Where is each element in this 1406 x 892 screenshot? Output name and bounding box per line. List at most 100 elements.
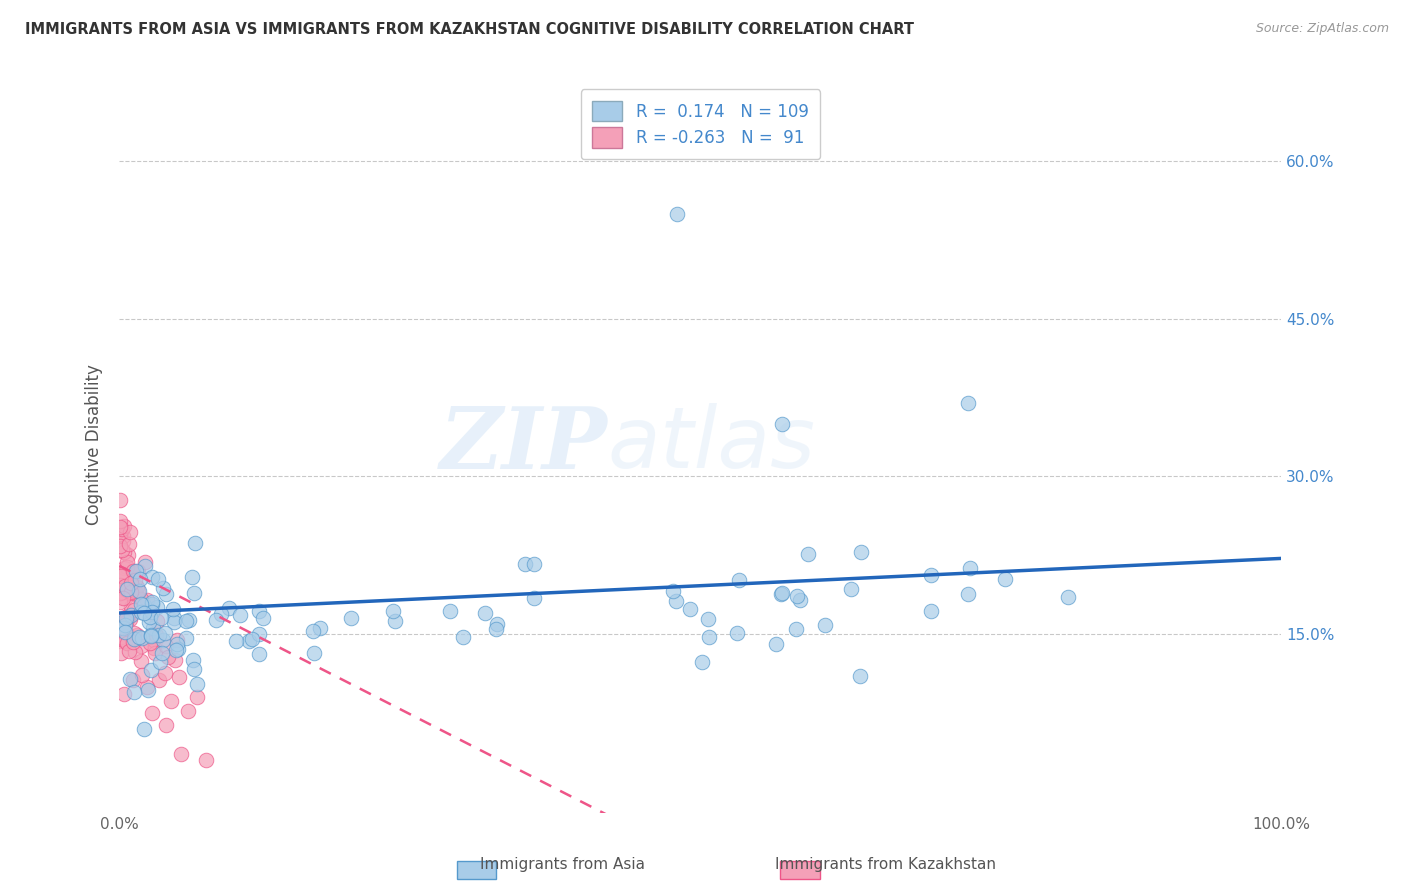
Text: Immigrants from Kazakhstan: Immigrants from Kazakhstan bbox=[775, 857, 997, 872]
Point bbox=[666, 207, 689, 221]
Point bbox=[112, 529, 135, 543]
Point bbox=[166, 632, 188, 647]
Point bbox=[697, 612, 720, 626]
Point bbox=[184, 536, 207, 550]
Point bbox=[131, 668, 153, 682]
Point bbox=[120, 607, 142, 622]
Point bbox=[114, 626, 136, 640]
Point bbox=[141, 597, 163, 611]
Point bbox=[141, 569, 163, 583]
Point bbox=[112, 518, 135, 533]
Point bbox=[194, 753, 217, 767]
Point bbox=[121, 673, 143, 687]
Point bbox=[134, 555, 156, 569]
Point bbox=[247, 647, 270, 661]
Text: Immigrants from Asia: Immigrants from Asia bbox=[479, 857, 645, 872]
Point bbox=[129, 639, 152, 653]
Point bbox=[163, 615, 186, 630]
Point bbox=[485, 622, 508, 636]
Point bbox=[118, 644, 141, 658]
Point bbox=[120, 576, 142, 591]
Point bbox=[124, 574, 146, 588]
Point bbox=[111, 542, 134, 557]
Point bbox=[114, 615, 136, 630]
Point bbox=[110, 634, 132, 648]
Point bbox=[112, 533, 135, 548]
Point bbox=[132, 607, 155, 621]
Point bbox=[304, 646, 326, 660]
Point bbox=[814, 618, 837, 632]
Point bbox=[120, 672, 142, 686]
Point bbox=[118, 607, 141, 622]
Point bbox=[240, 632, 263, 647]
Point bbox=[690, 655, 713, 669]
Point bbox=[111, 584, 134, 599]
Point bbox=[167, 670, 190, 684]
Point bbox=[229, 608, 252, 623]
Point bbox=[515, 557, 537, 571]
Point bbox=[139, 636, 162, 650]
Point bbox=[176, 631, 198, 645]
Point bbox=[697, 630, 720, 644]
Y-axis label: Cognitive Disability: Cognitive Disability bbox=[86, 365, 103, 525]
Point bbox=[124, 685, 146, 699]
Point bbox=[180, 570, 202, 584]
Point bbox=[786, 589, 808, 603]
Point bbox=[439, 604, 461, 618]
Point bbox=[132, 598, 155, 612]
Point bbox=[114, 609, 136, 624]
Point bbox=[115, 582, 138, 597]
Point bbox=[848, 669, 870, 683]
Point bbox=[141, 706, 163, 721]
Point bbox=[152, 581, 174, 595]
Point bbox=[451, 630, 474, 644]
Point bbox=[125, 580, 148, 594]
Point bbox=[114, 633, 136, 648]
Point bbox=[141, 595, 163, 609]
Point bbox=[115, 611, 138, 625]
Point bbox=[118, 536, 141, 550]
Point bbox=[115, 555, 138, 569]
Point bbox=[122, 632, 145, 646]
Point bbox=[162, 602, 184, 616]
Point bbox=[127, 564, 149, 578]
Point bbox=[132, 723, 155, 737]
Point bbox=[665, 594, 688, 608]
Point bbox=[136, 682, 159, 697]
Point bbox=[138, 615, 160, 629]
Text: Source: ZipAtlas.com: Source: ZipAtlas.com bbox=[1256, 22, 1389, 36]
Point bbox=[131, 631, 153, 645]
Point bbox=[183, 662, 205, 676]
Point bbox=[523, 557, 546, 571]
Point bbox=[384, 614, 406, 628]
Point bbox=[112, 545, 135, 559]
Point bbox=[117, 626, 139, 640]
Point bbox=[841, 582, 863, 597]
Point bbox=[134, 558, 156, 573]
Point bbox=[115, 559, 138, 574]
Point bbox=[110, 493, 132, 508]
Point bbox=[124, 583, 146, 598]
Point bbox=[238, 633, 260, 648]
Point bbox=[149, 611, 172, 625]
Point bbox=[150, 646, 173, 660]
Point bbox=[247, 626, 270, 640]
Text: atlas: atlas bbox=[607, 403, 815, 486]
Point bbox=[128, 583, 150, 598]
Point bbox=[186, 690, 208, 705]
Point bbox=[110, 527, 132, 541]
Point bbox=[131, 597, 153, 611]
Point bbox=[166, 642, 188, 657]
Point bbox=[153, 626, 176, 640]
Point bbox=[205, 613, 228, 627]
Point bbox=[129, 591, 152, 606]
Point bbox=[143, 646, 166, 660]
Point bbox=[956, 587, 979, 601]
Point bbox=[110, 595, 132, 609]
Point bbox=[141, 606, 163, 620]
Point bbox=[163, 653, 186, 667]
Point bbox=[125, 628, 148, 642]
Point bbox=[110, 630, 132, 644]
Point bbox=[110, 569, 132, 583]
Point bbox=[301, 624, 323, 639]
